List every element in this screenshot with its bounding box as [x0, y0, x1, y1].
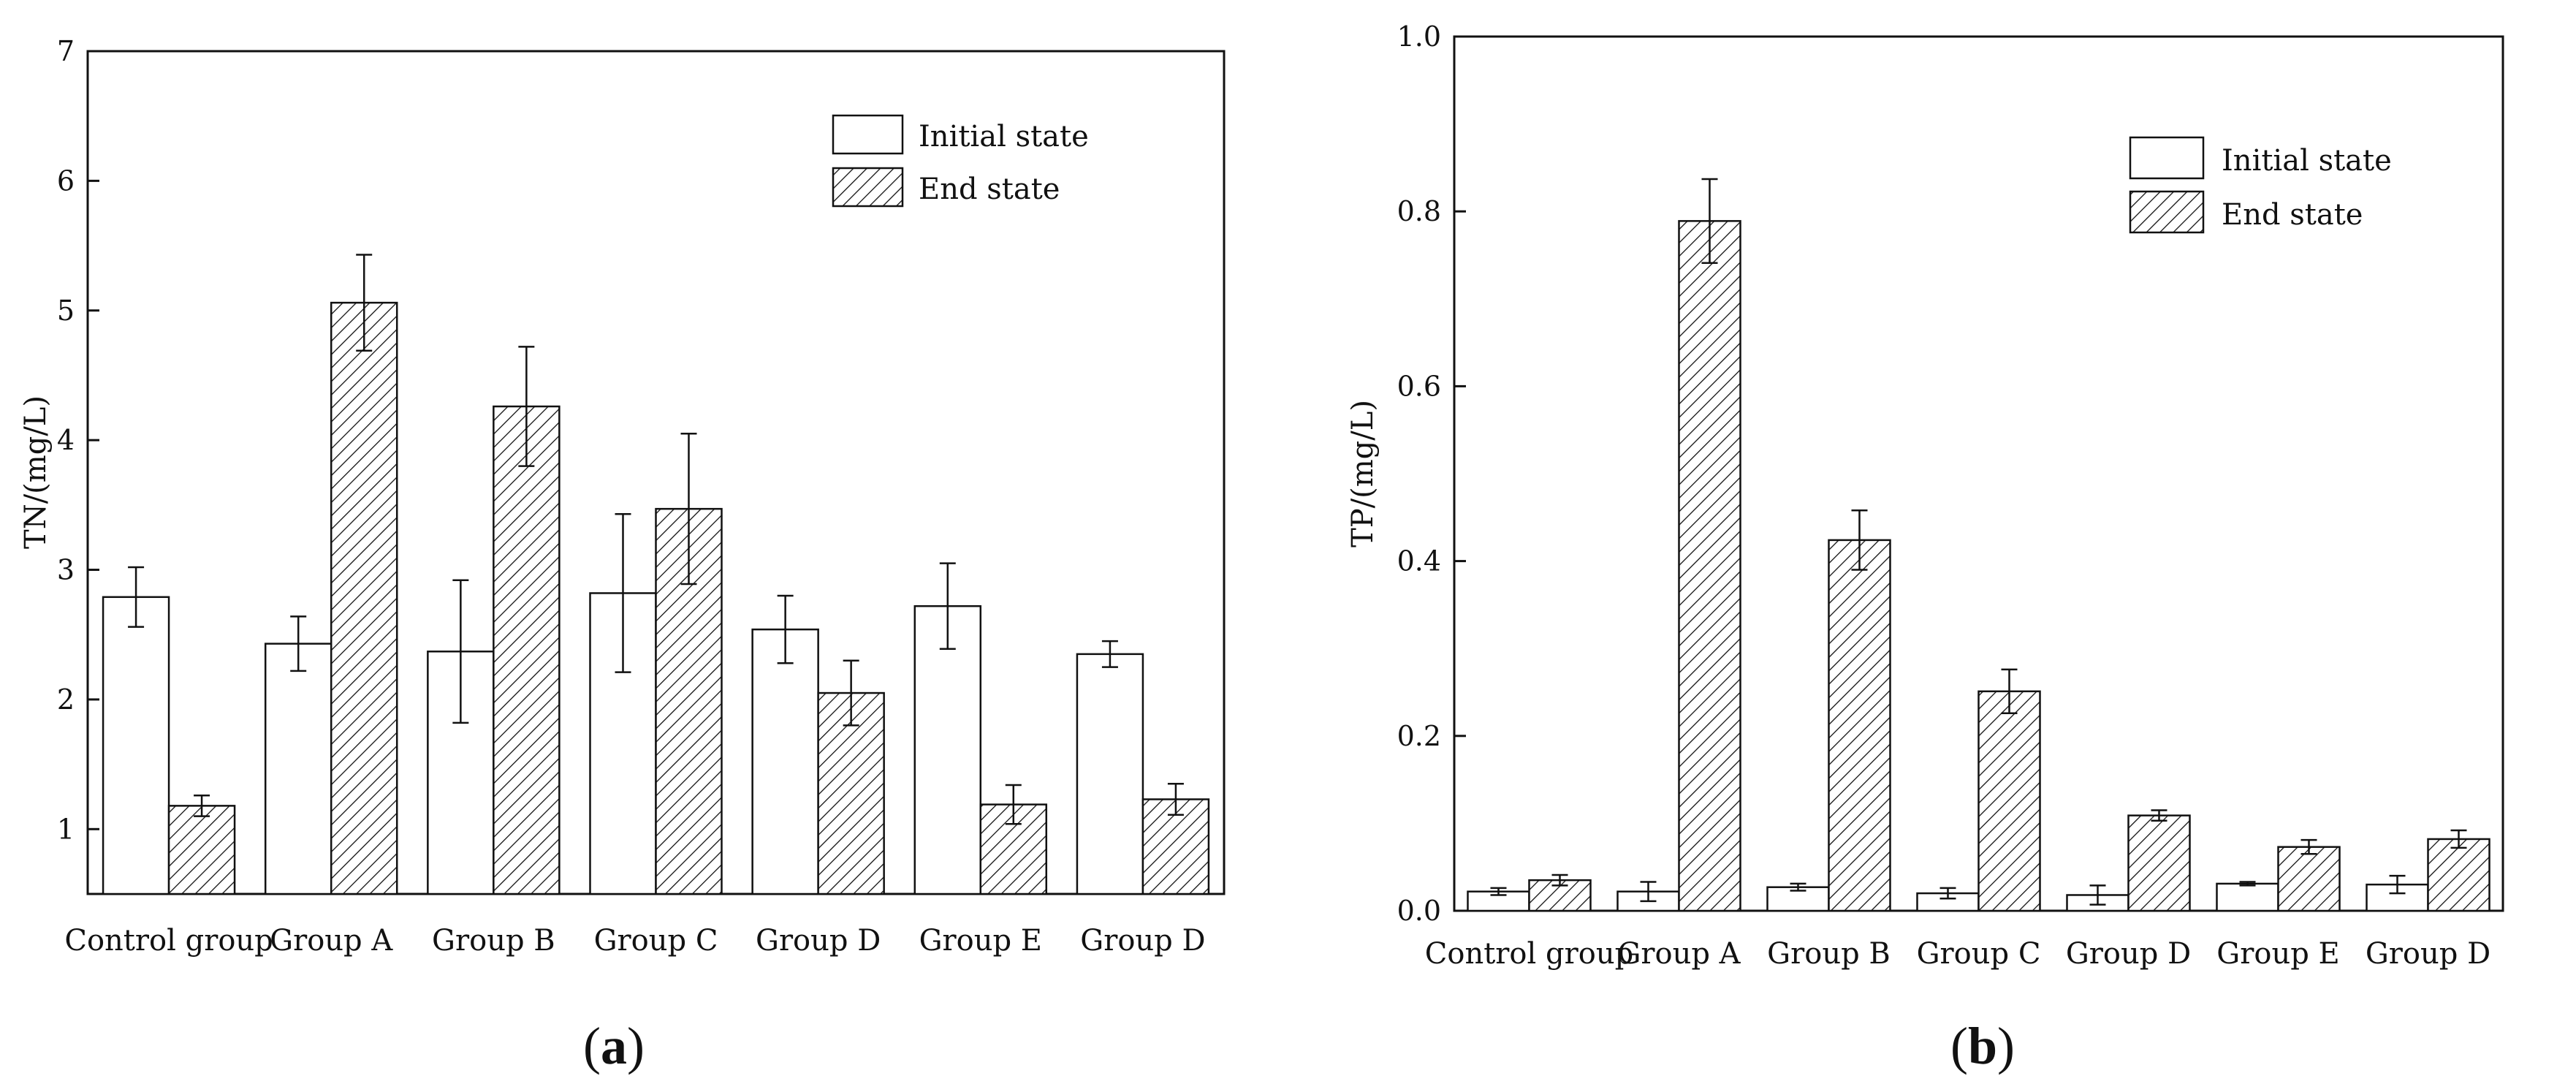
bar-end — [2427, 838, 2490, 912]
legend-swatch-end-a — [832, 167, 904, 208]
legend-swatch-initial-a — [832, 114, 904, 155]
y-axis-title-a: TN/(mg/L) — [19, 395, 53, 549]
y-tick-label: 1.0 — [1397, 20, 1441, 53]
x-category-label: Group B — [432, 924, 555, 958]
y-tick-label: 0.4 — [1397, 545, 1441, 577]
bar-end — [2127, 814, 2191, 912]
x-category-label: Control group — [1425, 937, 1633, 971]
bar-end — [1977, 690, 2041, 912]
x-category-label: Control group — [64, 924, 273, 958]
x-category-label: Group E — [2216, 937, 2339, 971]
bar-initial — [1076, 653, 1144, 895]
x-category-label: Group D — [756, 924, 881, 958]
x-category-label: Group D — [2366, 937, 2490, 971]
legend-label-end-b: End state — [2222, 198, 2363, 232]
y-tick-label: 0.2 — [1397, 720, 1441, 752]
bar-initial — [2216, 882, 2279, 912]
bar-end — [167, 805, 236, 895]
bar-initial — [102, 596, 170, 895]
legend-swatch-initial-b — [2129, 136, 2205, 180]
legend-label-end-a: End state — [919, 173, 1060, 206]
bar-initial — [751, 628, 819, 895]
x-category-label: Group C — [1917, 937, 2041, 971]
legend-label-initial-a: Initial state — [919, 120, 1089, 153]
y-tick-label: 6 — [57, 164, 75, 197]
y-axis-title-b: TP/(mg/L) — [1346, 400, 1380, 547]
bar-end — [1678, 220, 1741, 912]
x-category-label: Group B — [1767, 937, 1891, 971]
x-category-label: Group D — [2066, 937, 2191, 971]
bars-a — [102, 254, 1210, 895]
bar-initial — [264, 643, 333, 895]
panel-label-a: (a) — [583, 1017, 645, 1075]
x-category-label: Group E — [919, 924, 1042, 958]
legend-b: Initial state End state — [2129, 136, 2392, 234]
y-tick-label: 1 — [57, 813, 75, 845]
y-tick-label: 0.0 — [1397, 895, 1441, 927]
y-tick-label: 2 — [57, 683, 75, 716]
legend-a: Initial state End state — [832, 114, 1089, 208]
x-category-label: Group D — [1080, 924, 1205, 958]
bar-initial — [913, 604, 982, 895]
y-tick-label: 3 — [57, 554, 75, 586]
bar-end — [330, 301, 398, 895]
x-category-label: Group A — [1617, 937, 1741, 971]
legend-swatch-end-b — [2129, 190, 2205, 234]
y-axis-b: 0.0 0.2 0.4 0.6 0.8 1.0 — [1397, 20, 1466, 927]
y-tick-label: 0.6 — [1397, 370, 1441, 402]
panel-label-b: (b) — [1950, 1017, 2015, 1075]
y-tick-label: 5 — [57, 295, 75, 327]
y-axis-a: 1 2 3 4 5 6 7 — [57, 35, 99, 845]
bar-end — [2277, 846, 2341, 912]
x-category-label: Group A — [270, 924, 393, 958]
y-tick-label: 4 — [57, 424, 75, 456]
bars-b — [1467, 178, 2490, 912]
bar-end — [1828, 539, 1891, 912]
legend-label-initial-b: Initial state — [2222, 144, 2392, 178]
x-category-label: Group C — [594, 924, 718, 958]
y-tick-label: 0.8 — [1397, 195, 1441, 227]
bar-end — [493, 405, 561, 895]
y-tick-label: 7 — [57, 35, 75, 67]
